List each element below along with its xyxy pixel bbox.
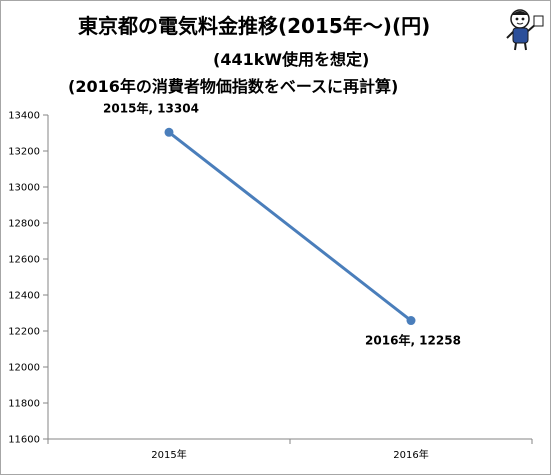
- y-tick-label: 12000: [8, 363, 40, 374]
- chart-subtitle-cpi: (2016年の消費者物価指数をベースに再計算): [68, 77, 399, 96]
- y-tick-label: 11800: [8, 399, 40, 410]
- mascot-character-icon: [506, 9, 544, 51]
- y-tick-label: 13200: [8, 147, 40, 158]
- y-tick-label: 13400: [8, 111, 40, 122]
- y-tick-label: 12600: [8, 255, 40, 266]
- y-tick-label: 12400: [8, 291, 40, 302]
- y-tick-label: 12800: [8, 219, 40, 230]
- chart-subtitle-usage: (441kW使用を想定): [213, 50, 370, 69]
- series-line: [168, 131, 412, 322]
- y-tick-label: 13000: [8, 183, 40, 194]
- x-tick-label: 2015年: [151, 448, 186, 461]
- data-point: [406, 316, 416, 326]
- data-point: [164, 127, 174, 137]
- data-label: 2015年, 13304: [103, 100, 199, 115]
- y-tick-label: 12200: [8, 327, 40, 338]
- y-tick-label: 11600: [8, 435, 40, 446]
- data-label: 2016年, 12258: [365, 333, 461, 348]
- chart-title: 東京都の電気料金推移(2015年～)(円): [78, 14, 431, 38]
- x-tick-label: 2016年: [393, 448, 428, 461]
